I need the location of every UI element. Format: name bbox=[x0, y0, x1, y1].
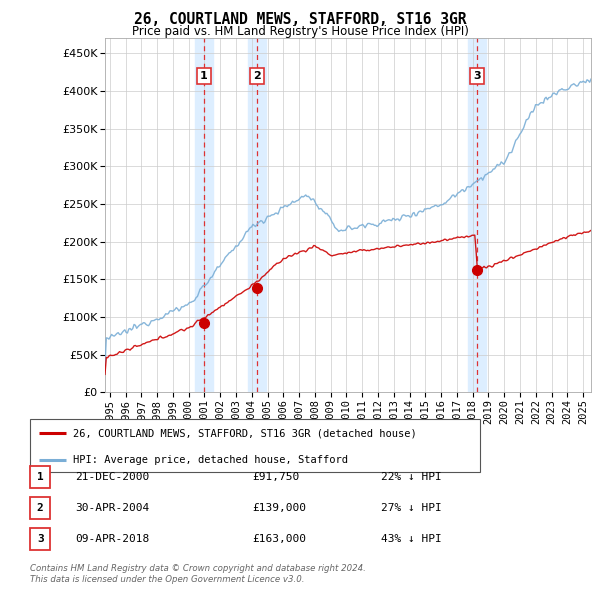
Text: £163,000: £163,000 bbox=[252, 535, 306, 544]
Text: 09-APR-2018: 09-APR-2018 bbox=[75, 535, 149, 544]
Bar bbox=[248, 38, 266, 392]
Text: 1: 1 bbox=[37, 472, 44, 481]
Text: 26, COURTLAND MEWS, STAFFORD, ST16 3GR (detached house): 26, COURTLAND MEWS, STAFFORD, ST16 3GR (… bbox=[73, 428, 416, 438]
Text: 3: 3 bbox=[473, 71, 481, 81]
Text: 27% ↓ HPI: 27% ↓ HPI bbox=[381, 503, 442, 513]
Text: 1: 1 bbox=[200, 71, 208, 81]
Text: £91,750: £91,750 bbox=[252, 472, 299, 481]
Text: £139,000: £139,000 bbox=[252, 503, 306, 513]
Text: 2: 2 bbox=[253, 71, 261, 81]
Text: 43% ↓ HPI: 43% ↓ HPI bbox=[381, 535, 442, 544]
Text: 26, COURTLAND MEWS, STAFFORD, ST16 3GR: 26, COURTLAND MEWS, STAFFORD, ST16 3GR bbox=[134, 12, 466, 27]
Text: 2: 2 bbox=[37, 503, 44, 513]
Text: This data is licensed under the Open Government Licence v3.0.: This data is licensed under the Open Gov… bbox=[30, 575, 305, 584]
Text: HPI: Average price, detached house, Stafford: HPI: Average price, detached house, Staf… bbox=[73, 455, 348, 466]
Text: Contains HM Land Registry data © Crown copyright and database right 2024.: Contains HM Land Registry data © Crown c… bbox=[30, 565, 366, 573]
Bar bbox=[468, 38, 485, 392]
Text: 3: 3 bbox=[37, 535, 44, 544]
Bar bbox=[195, 38, 212, 392]
Text: 30-APR-2004: 30-APR-2004 bbox=[75, 503, 149, 513]
Text: Price paid vs. HM Land Registry's House Price Index (HPI): Price paid vs. HM Land Registry's House … bbox=[131, 25, 469, 38]
Text: 21-DEC-2000: 21-DEC-2000 bbox=[75, 472, 149, 481]
Text: 22% ↓ HPI: 22% ↓ HPI bbox=[381, 472, 442, 481]
